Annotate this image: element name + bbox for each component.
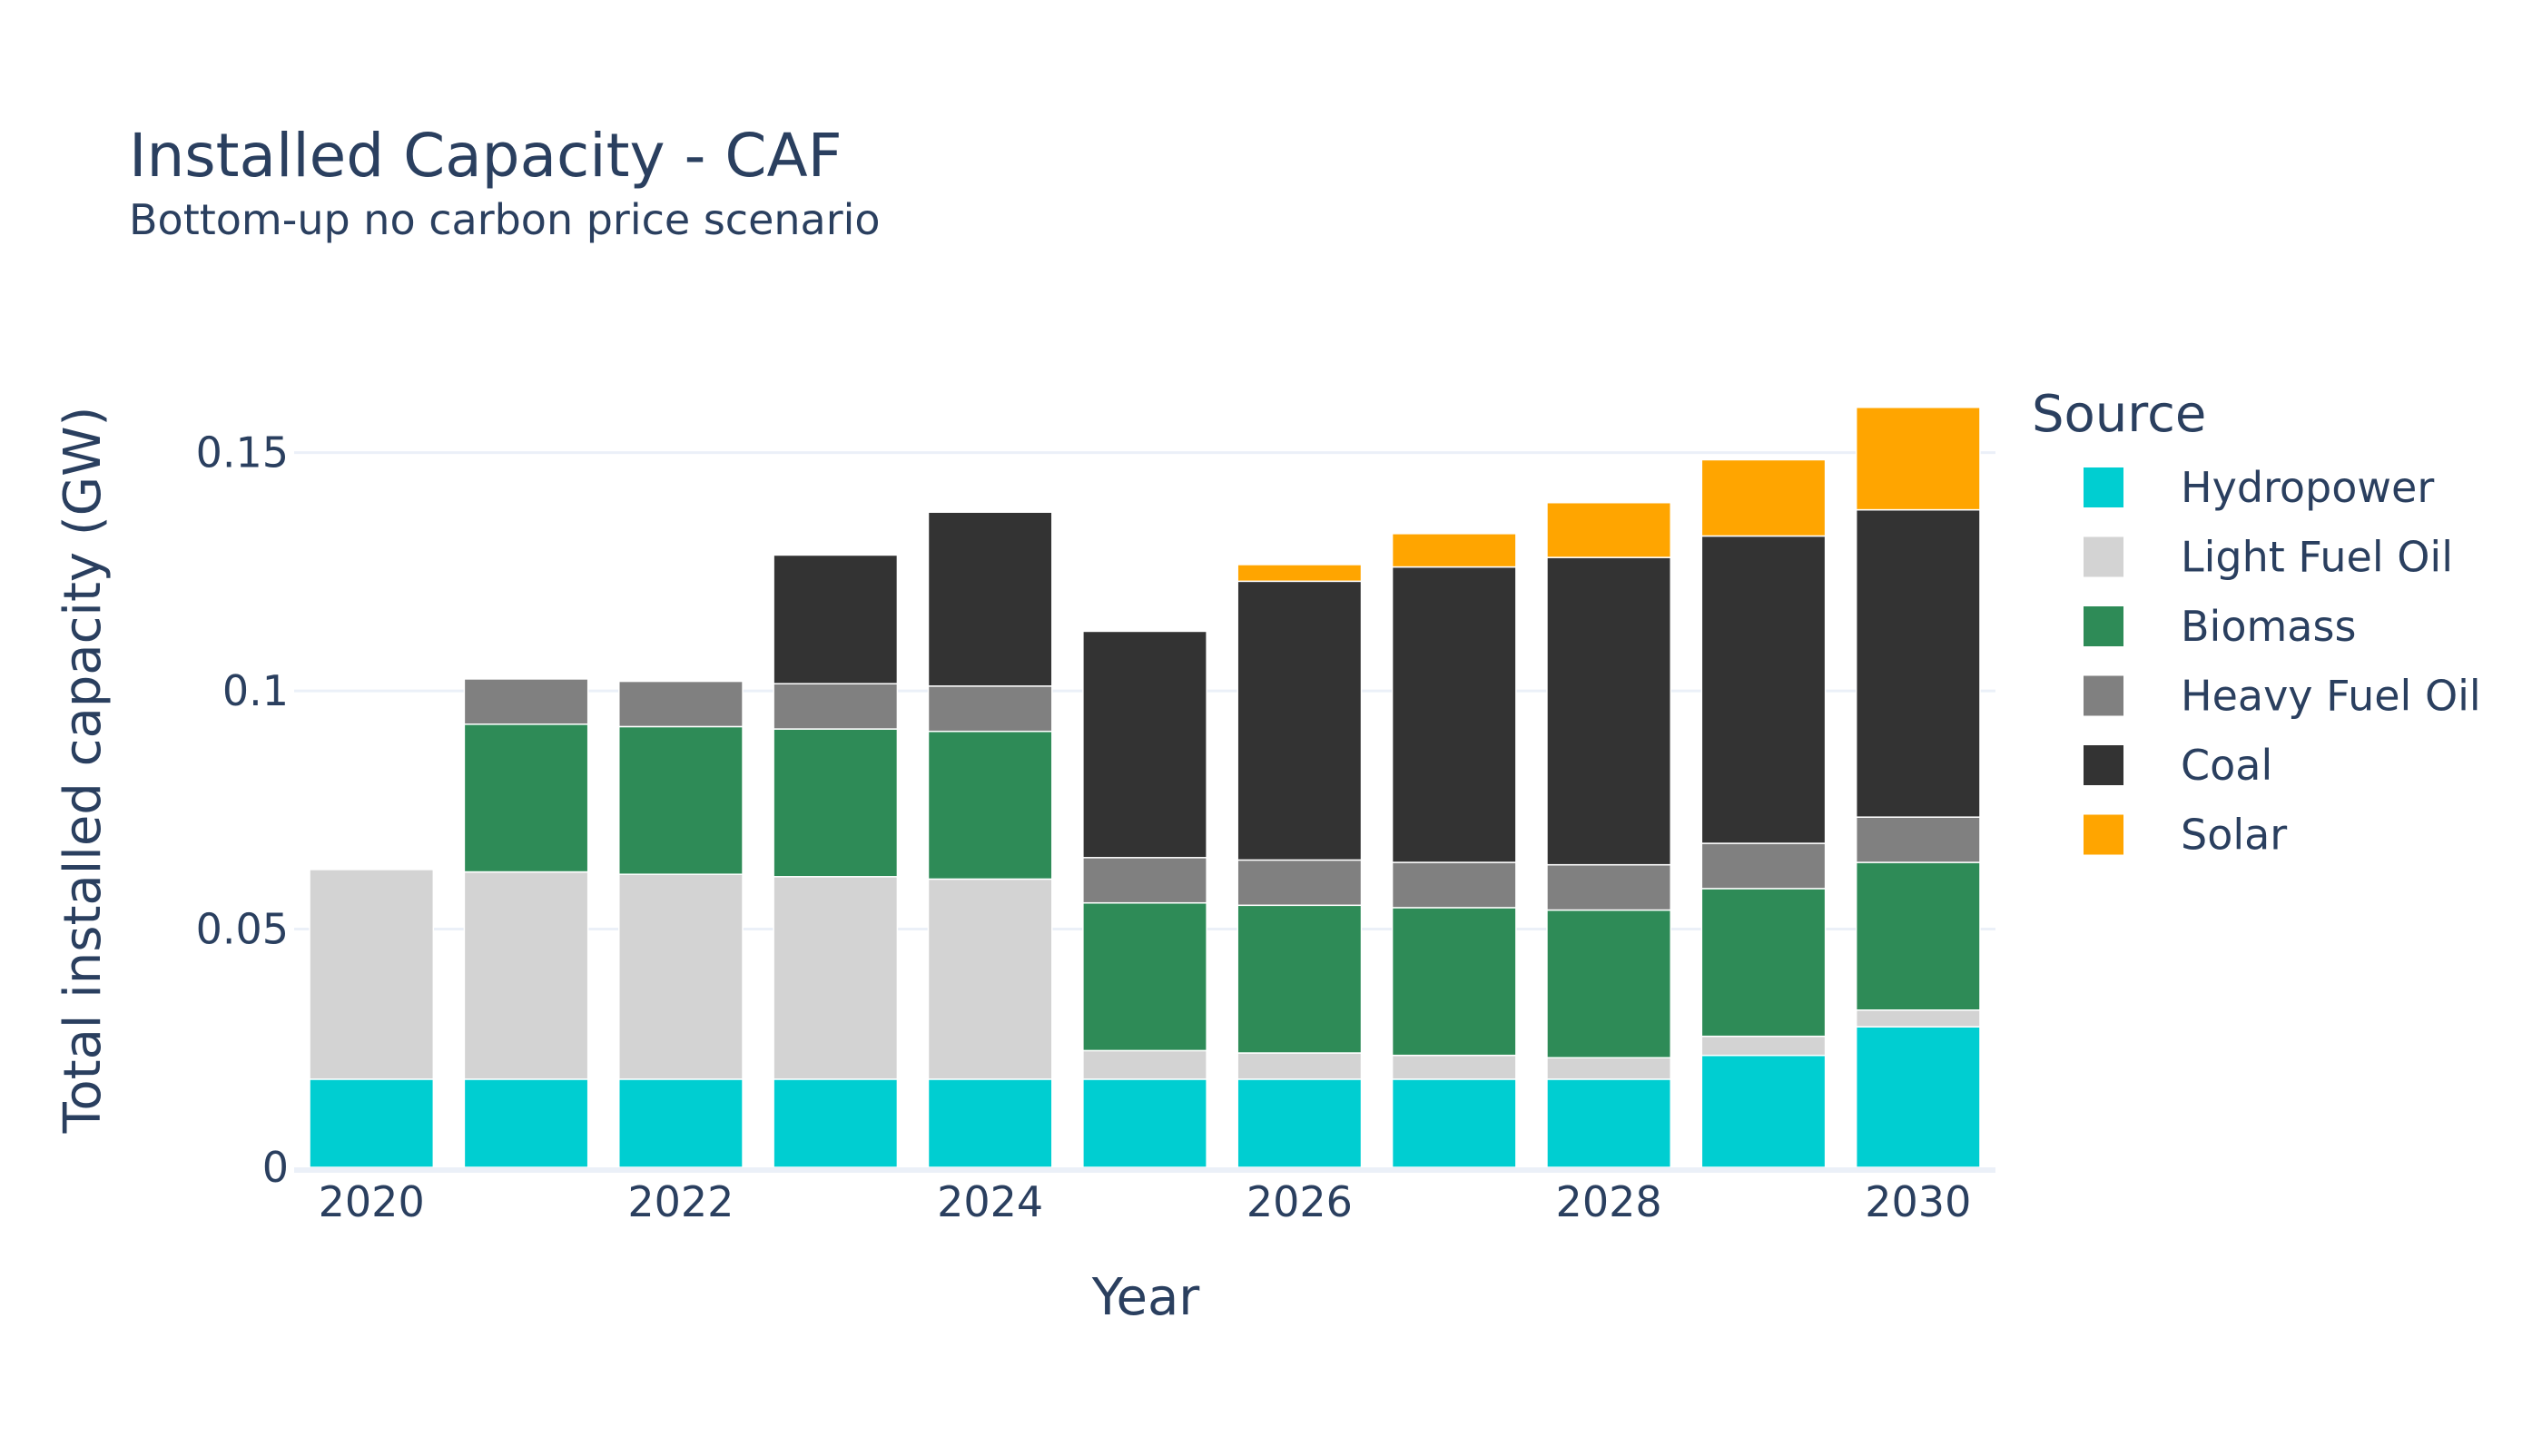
bar-biomass-2021	[463, 723, 589, 873]
bar-light-fuel-oil-2030	[1855, 1009, 1981, 1028]
y-tick-label-0: 0	[262, 1143, 289, 1192]
legend-swatch-light-fuel-oil	[2084, 536, 2123, 577]
y-tick-label-0-1: 0.1	[222, 666, 289, 715]
legend-label-light-fuel-oil: Light Fuel Oil	[2181, 533, 2453, 582]
bar-coal-2025	[1082, 630, 1207, 859]
chart-title: Installed Capacity - CAF	[129, 121, 842, 191]
bar-coal-2027	[1391, 566, 1517, 863]
bar-biomass-2028	[1546, 909, 1671, 1059]
bar-coal-2028	[1546, 556, 1671, 866]
bar-hydropower-2028	[1546, 1078, 1671, 1168]
bar-biomass-2027	[1391, 907, 1517, 1057]
y-tick-label-0-15: 0.15	[196, 428, 289, 477]
bar-light-fuel-oil-2020	[309, 869, 435, 1080]
x-axis-ticks: 2020 2022 2024 2026 2028 2030	[319, 1177, 1972, 1226]
bar-hydropower-2021	[463, 1078, 589, 1168]
bar-light-fuel-oil-2029	[1700, 1035, 1827, 1057]
bar-heavy-fuel-oil-2022	[618, 680, 744, 728]
bar-heavy-fuel-oil-2025	[1082, 857, 1207, 904]
legend-label-biomass: Biomass	[2181, 602, 2356, 651]
bar-solar-2027	[1391, 533, 1517, 568]
bar-coal-2023	[773, 554, 899, 684]
bar-light-fuel-oil-2023	[773, 876, 899, 1080]
bar-biomass-2023	[773, 728, 899, 878]
bar-biomass-2029	[1700, 888, 1827, 1038]
legend-label-solar: Solar	[2181, 811, 2287, 860]
bar-hydropower-2027	[1391, 1078, 1517, 1168]
bar-hydropower-2029	[1700, 1054, 1827, 1168]
bar-solar-2030	[1855, 406, 1981, 511]
bar-heavy-fuel-oil-2030	[1855, 816, 1981, 863]
bar-biomass-2025	[1082, 901, 1207, 1052]
legend-swatch-biomass	[2084, 606, 2123, 646]
bar-hydropower-2030	[1855, 1026, 1981, 1168]
bar-hydropower-2026	[1237, 1078, 1363, 1168]
legend: Hydropower Light Fuel Oil Biomass Heavy Fue…	[2084, 463, 2481, 860]
legend-label-hydropower: Hydropower	[2181, 463, 2434, 512]
legend-swatch-heavy-fuel-oil	[2084, 675, 2123, 716]
bar-biomass-2030	[1855, 861, 1981, 1011]
bar-biomass-2024	[927, 730, 1053, 880]
x-tick-label-2030: 2030	[1865, 1177, 1971, 1226]
bar-hydropower-2023	[773, 1078, 899, 1168]
bar-hydropower-2025	[1082, 1078, 1207, 1168]
bar-light-fuel-oil-2027	[1391, 1054, 1517, 1080]
bar-hydropower-2022	[618, 1078, 744, 1168]
bar-coal-2030	[1855, 508, 1981, 818]
chart-subtitle: Bottom-up no carbon price scenario	[129, 195, 881, 244]
bar-biomass-2022	[618, 725, 744, 875]
bar-solar-2028	[1546, 501, 1671, 558]
bar-heavy-fuel-oil-2028	[1546, 863, 1671, 911]
x-tick-label-2026: 2026	[1246, 1177, 1353, 1226]
bar-light-fuel-oil-2022	[618, 873, 744, 1080]
legend-swatch-coal	[2084, 745, 2123, 785]
legend-swatch-hydropower	[2084, 467, 2123, 507]
bar-heavy-fuel-oil-2021	[463, 678, 589, 725]
bar-heavy-fuel-oil-2027	[1391, 861, 1517, 909]
legend-swatch-solar	[2084, 814, 2123, 855]
bar-heavy-fuel-oil-2029	[1700, 842, 1827, 890]
bar-coal-2024	[927, 511, 1053, 687]
bar-heavy-fuel-oil-2024	[927, 685, 1053, 733]
bar-hydropower-2024	[927, 1078, 1053, 1168]
legend-title: Source	[2032, 385, 2206, 444]
bar-coal-2029	[1700, 535, 1827, 844]
bar-light-fuel-oil-2026	[1237, 1052, 1363, 1080]
legend-label-coal: Coal	[2181, 741, 2272, 790]
bars	[309, 406, 1981, 1168]
x-tick-label-2024: 2024	[937, 1177, 1043, 1226]
bar-light-fuel-oil-2028	[1546, 1057, 1671, 1080]
bar-solar-2026	[1237, 564, 1363, 583]
legend-label-heavy-fuel-oil: Heavy Fuel Oil	[2181, 672, 2481, 721]
bar-coal-2026	[1237, 580, 1363, 861]
y-axis-ticks: 0 0.05 0.1 0.15	[196, 428, 289, 1192]
bar-light-fuel-oil-2025	[1082, 1049, 1207, 1080]
bar-biomass-2026	[1237, 904, 1363, 1054]
bar-heavy-fuel-oil-2026	[1237, 859, 1363, 907]
bar-hydropower-2020	[309, 1078, 435, 1168]
x-tick-label-2022: 2022	[627, 1177, 734, 1226]
x-tick-label-2028: 2028	[1556, 1177, 1662, 1226]
y-axis-label: Total installed capacity (GW)	[54, 407, 113, 1135]
bar-solar-2029	[1700, 458, 1827, 537]
bar-heavy-fuel-oil-2023	[773, 683, 899, 730]
bar-light-fuel-oil-2024	[927, 878, 1053, 1080]
y-tick-label-0-05: 0.05	[196, 905, 289, 954]
x-axis-label: Year	[1091, 1268, 1201, 1327]
bar-light-fuel-oil-2021	[463, 871, 589, 1080]
x-tick-label-2020: 2020	[319, 1177, 425, 1226]
